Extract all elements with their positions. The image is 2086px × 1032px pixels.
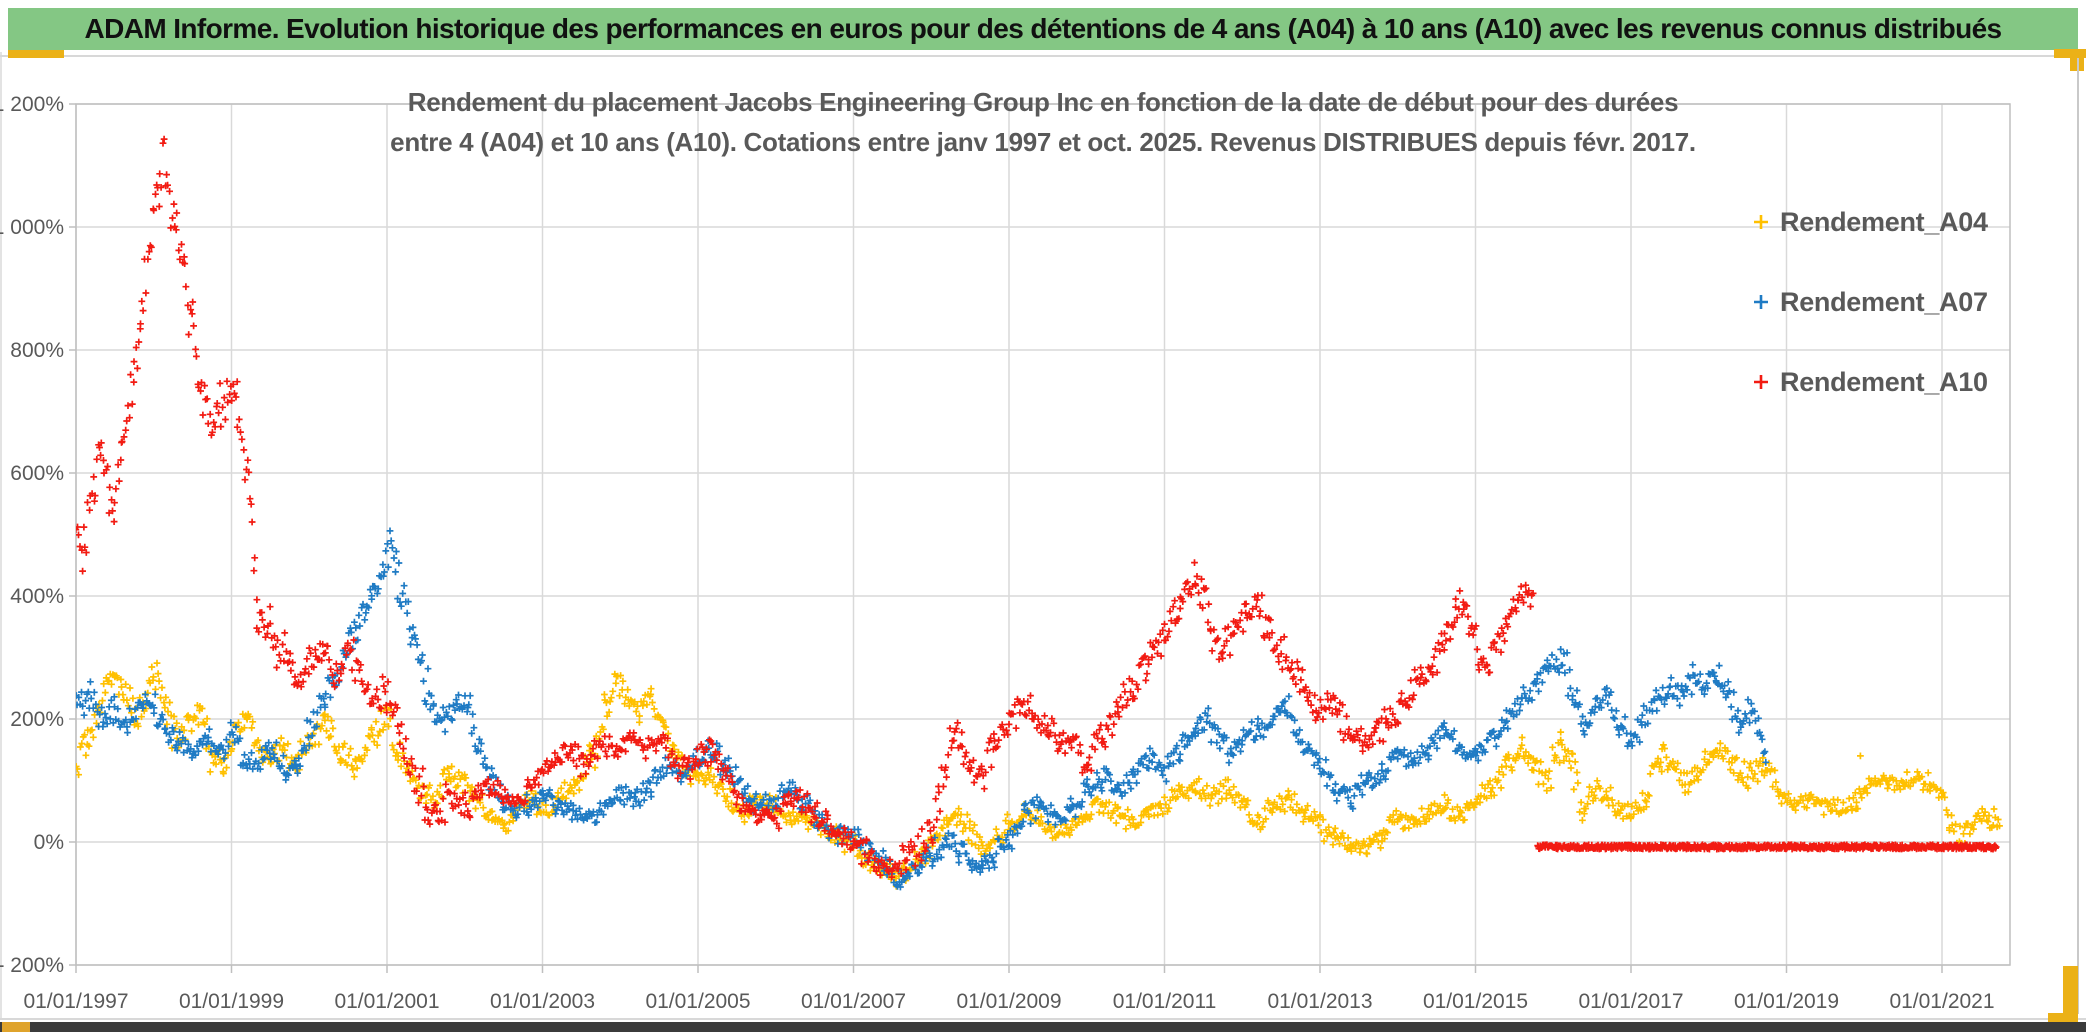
header-underline: [0, 55, 2078, 57]
x-tick-label: 01/01/1999: [179, 990, 284, 1013]
legend-label-a04: Rendement_A04: [1780, 206, 1988, 237]
legend-item-a07[interactable]: Rendement_A07: [1752, 276, 1988, 328]
y-tick-label: 1 200%: [0, 93, 64, 116]
bottom-bar-orange-accent: [2, 1022, 30, 1032]
x-tick-label: 01/01/2007: [801, 990, 906, 1013]
series-Rendement_A07: [76, 527, 1770, 891]
scatter-series-group: [76, 135, 2003, 891]
y-tick-label: 200%: [10, 708, 64, 731]
x-tick-label: 01/01/2009: [956, 990, 1061, 1013]
chart-title-line1: Rendement du placement Jacobs Engineerin…: [407, 87, 1679, 117]
series-Rendement_A10: [76, 135, 2000, 881]
y-tick-label: 600%: [10, 462, 64, 485]
legend-label-a07: Rendement_A07: [1780, 286, 1988, 317]
right-window-border: [2077, 58, 2079, 1014]
series-Rendement_A04: [76, 659, 2003, 890]
selection-accent-top-left: [8, 50, 64, 58]
left-window-border: [0, 52, 2, 1018]
bottom-bar: [0, 1022, 2086, 1032]
x-tick-label: 01/01/2001: [334, 990, 439, 1013]
chart-legend: Rendement_A04 Rendement_A07 Rendement_A1…: [1752, 196, 1988, 436]
x-axis-labels: 01/01/1997 01/01/1999 01/01/2001 01/01/2003…: [23, 990, 1994, 1013]
x-tick-label: 01/01/2003: [490, 990, 595, 1013]
x-tick-label: 01/01/2005: [645, 990, 750, 1013]
workbook-header-band: ADAM Informe. Evolution historique des p…: [8, 8, 2078, 50]
x-tick-label: 01/01/1997: [23, 990, 128, 1013]
y-axis-labels: 1 200% 1 000% 800% 600% 400% 200% 0% - 200%: [0, 93, 64, 977]
workbook-header-title: ADAM Informe. Evolution historique des p…: [84, 13, 2002, 44]
chart-title: Rendement du placement Jacobs Engineerin…: [76, 82, 2010, 162]
y-tick-label: - 200%: [0, 954, 64, 977]
y-tick-label: 1 000%: [0, 216, 64, 239]
legend-item-a10[interactable]: Rendement_A10: [1752, 356, 1988, 408]
x-tick-label: 01/01/2017: [1578, 990, 1683, 1013]
plus-marker-icon-a10: [1754, 375, 1768, 389]
gridlines: [75, 103, 2010, 966]
legend-label-a10: Rendement_A10: [1780, 366, 1988, 397]
x-tick-label: 01/01/2019: [1734, 990, 1839, 1013]
selection-accent-bottom-right-h: [2048, 1013, 2078, 1022]
chart-title-line2: entre 4 (A04) et 10 ans (A10). Cotations…: [390, 127, 1696, 157]
y-tick-label: 800%: [10, 339, 64, 362]
legend-item-a04[interactable]: Rendement_A04: [1752, 196, 1988, 248]
bottom-divider-line: [0, 1018, 2086, 1020]
plus-marker-icon-a07: [1754, 295, 1768, 309]
y-tick-label: 400%: [10, 585, 64, 608]
plus-marker-icon-a04: [1754, 215, 1768, 229]
y-tick-label: 0%: [34, 831, 64, 854]
selection-accent-bottom-right-v: [2063, 966, 2078, 1022]
x-tick-label: 01/01/2015: [1423, 990, 1528, 1013]
x-tick-label: 01/01/2021: [1889, 990, 1994, 1013]
x-tick-label: 01/01/2011: [1113, 990, 1217, 1013]
x-tick-label: 01/01/2013: [1267, 990, 1372, 1013]
